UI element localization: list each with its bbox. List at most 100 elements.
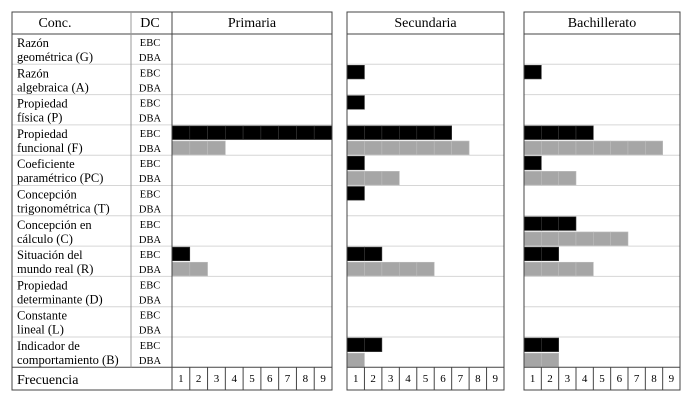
bar-ebc-segment xyxy=(523,246,542,262)
dc-label-ebc: EBC xyxy=(140,68,160,79)
bars-layer xyxy=(171,65,663,368)
panel-title: Primaria xyxy=(228,16,277,31)
panel-title: Secundaria xyxy=(394,16,457,31)
bar-ebc-segment xyxy=(523,125,542,140)
bar-ebc-segment xyxy=(278,125,297,140)
bar-dba-segment xyxy=(558,231,577,246)
tick-label: 9 xyxy=(493,373,499,385)
bar-dba-segment xyxy=(523,171,542,186)
bar-dba-segment xyxy=(610,231,629,246)
dc-label-dba: DBA xyxy=(139,265,162,276)
bar-dba-segment xyxy=(381,261,400,277)
concept-label: Concepción en xyxy=(17,218,92,232)
dc-label-ebc: EBC xyxy=(140,250,160,261)
panel-frame xyxy=(523,11,681,391)
bar-dba-segment xyxy=(416,140,435,156)
concept-label: Razón xyxy=(17,66,50,80)
tick-label: 8 xyxy=(303,373,309,385)
bar-dba-segment xyxy=(433,140,452,156)
tick-label: 6 xyxy=(267,373,273,385)
bar-dba-segment xyxy=(541,171,559,186)
concept-label: Propiedad xyxy=(17,278,68,292)
dc-label-dba: DBA xyxy=(139,144,162,155)
dc-label-dba: DBA xyxy=(139,53,162,64)
tick-label: 7 xyxy=(458,373,464,385)
dc-label-dba: DBA xyxy=(139,235,162,246)
bar-dba-segment xyxy=(364,261,383,277)
bar-dba-segment xyxy=(575,261,594,277)
bar-dba-segment xyxy=(171,140,191,156)
tick-label: 7 xyxy=(285,373,291,385)
tick-label: 4 xyxy=(231,373,237,385)
grid-layer xyxy=(12,63,680,338)
concept-label: paramétrico (PC) xyxy=(17,171,103,185)
bar-ebc-segment xyxy=(242,125,262,140)
bar-dba-segment xyxy=(558,140,577,156)
bar-dba-segment xyxy=(523,231,542,246)
tick-label: 1 xyxy=(530,373,536,385)
tick-label: 5 xyxy=(423,373,429,385)
concept-label: Propiedad xyxy=(17,97,68,111)
bar-ebc-segment xyxy=(558,125,577,140)
bar-ebc-segment xyxy=(207,125,226,140)
dc-label-ebc: EBC xyxy=(140,159,160,170)
bar-ebc-segment xyxy=(171,125,191,140)
tick-label: 8 xyxy=(651,373,657,385)
bar-ebc-segment xyxy=(313,125,333,140)
tick-label: 9 xyxy=(669,373,675,385)
bar-ebc-segment xyxy=(346,337,365,352)
bar-dba-segment xyxy=(593,231,611,246)
bar-dba-segment xyxy=(541,231,559,246)
concept-label: Razón xyxy=(17,36,50,50)
panel-frame xyxy=(346,11,505,391)
dc-label-dba: DBA xyxy=(139,205,162,216)
concept-label: funcional (F) xyxy=(17,141,83,155)
concept-label: algebraica (A) xyxy=(17,80,89,94)
bar-ebc-segment xyxy=(575,125,594,140)
bar-ebc-segment xyxy=(296,125,315,140)
bar-ebc-segment xyxy=(541,125,559,140)
bar-dba-segment xyxy=(189,140,208,156)
tick-label: 6 xyxy=(617,373,623,385)
tick-label: 3 xyxy=(214,373,220,385)
tick-label: 2 xyxy=(547,373,553,385)
tick-label: 9 xyxy=(320,373,326,385)
bar-ebc-segment xyxy=(523,216,542,231)
bar-dba-segment xyxy=(381,171,400,186)
concept-label: Concepción xyxy=(17,188,77,202)
concept-label: Indicador de xyxy=(17,339,80,353)
frame-layer xyxy=(11,11,681,391)
bar-dba-segment xyxy=(523,261,542,277)
concept-label: lineal (L) xyxy=(17,323,64,337)
bar-dba-segment xyxy=(346,140,365,156)
bar-dba-segment xyxy=(610,140,629,156)
text-layer: Conc. DC Frecuencia Primaria Secundaria Ba… xyxy=(17,16,675,388)
concept-label: Constante xyxy=(17,309,67,323)
tick-label: 2 xyxy=(196,373,202,385)
dc-label-ebc: EBC xyxy=(140,99,160,110)
bar-dba-segment xyxy=(207,140,226,156)
bar-ebc-segment xyxy=(346,186,365,201)
bar-dba-segment xyxy=(593,140,611,156)
dc-label-ebc: EBC xyxy=(140,220,160,231)
concept-label: trigonométrica (T) xyxy=(17,202,110,216)
dc-label-ebc: EBC xyxy=(140,280,160,291)
panel-title: Bachillerato xyxy=(568,16,636,31)
bar-dba-segment xyxy=(541,352,559,368)
bar-ebc-segment xyxy=(433,125,452,140)
tick-label: 1 xyxy=(178,373,184,385)
bar-dba-segment xyxy=(575,231,594,246)
bar-ebc-segment xyxy=(364,337,383,352)
dc-label-ebc: EBC xyxy=(140,190,160,201)
bar-ebc-segment xyxy=(364,125,383,140)
bar-dba-segment xyxy=(523,352,542,368)
bar-dba-segment xyxy=(523,140,542,156)
bar-ebc-segment xyxy=(541,246,559,262)
bar-dba-segment xyxy=(451,140,470,156)
tick-label: 5 xyxy=(249,373,255,385)
bar-ebc-segment xyxy=(416,125,435,140)
bar-ebc-segment xyxy=(189,125,208,140)
dc-label-dba: DBA xyxy=(139,174,162,185)
concept-label: Situación del xyxy=(17,248,83,262)
